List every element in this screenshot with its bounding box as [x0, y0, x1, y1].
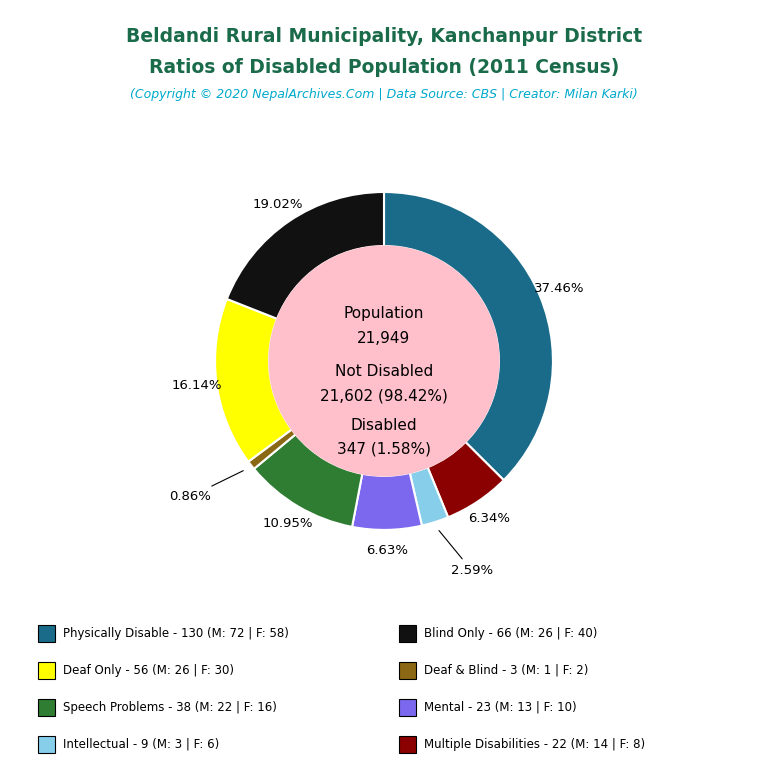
Text: Blind Only - 66 (M: 26 | F: 40): Blind Only - 66 (M: 26 | F: 40) — [424, 627, 598, 640]
Text: 21,949: 21,949 — [357, 332, 411, 346]
Text: Speech Problems - 38 (M: 22 | F: 16): Speech Problems - 38 (M: 22 | F: 16) — [63, 701, 276, 713]
Text: (Copyright © 2020 NepalArchives.Com | Data Source: CBS | Creator: Milan Karki): (Copyright © 2020 NepalArchives.Com | Da… — [130, 88, 638, 101]
Text: 347 (1.58%): 347 (1.58%) — [337, 442, 431, 456]
Text: Ratios of Disabled Population (2011 Census): Ratios of Disabled Population (2011 Cens… — [149, 58, 619, 77]
Text: Deaf & Blind - 3 (M: 1 | F: 2): Deaf & Blind - 3 (M: 1 | F: 2) — [424, 664, 588, 677]
Text: Beldandi Rural Municipality, Kanchanpur District: Beldandi Rural Municipality, Kanchanpur … — [126, 27, 642, 46]
Text: Physically Disable - 130 (M: 72 | F: 58): Physically Disable - 130 (M: 72 | F: 58) — [63, 627, 289, 640]
Wedge shape — [384, 192, 553, 480]
Text: Disabled: Disabled — [351, 418, 417, 432]
Wedge shape — [428, 442, 504, 518]
Text: Mental - 23 (M: 13 | F: 10): Mental - 23 (M: 13 | F: 10) — [424, 701, 577, 713]
Text: 6.34%: 6.34% — [468, 511, 510, 525]
Text: Intellectual - 9 (M: 3 | F: 6): Intellectual - 9 (M: 3 | F: 6) — [63, 738, 219, 750]
Text: 2.59%: 2.59% — [439, 531, 493, 577]
Text: 19.02%: 19.02% — [252, 198, 303, 211]
Wedge shape — [410, 467, 448, 525]
Text: Multiple Disabilities - 22 (M: 14 | F: 8): Multiple Disabilities - 22 (M: 14 | F: 8… — [424, 738, 645, 750]
Wedge shape — [352, 473, 422, 530]
Text: Deaf Only - 56 (M: 26 | F: 30): Deaf Only - 56 (M: 26 | F: 30) — [63, 664, 234, 677]
Text: 10.95%: 10.95% — [263, 518, 313, 531]
Wedge shape — [215, 299, 292, 462]
Text: Population: Population — [344, 306, 424, 321]
Text: 21,602 (98.42%): 21,602 (98.42%) — [320, 389, 448, 404]
Wedge shape — [227, 192, 384, 319]
Circle shape — [269, 246, 499, 476]
Wedge shape — [248, 429, 296, 468]
Text: Not Disabled: Not Disabled — [335, 363, 433, 379]
Text: 16.14%: 16.14% — [171, 379, 222, 392]
Wedge shape — [254, 435, 362, 527]
Text: 0.86%: 0.86% — [169, 471, 243, 503]
Text: 37.46%: 37.46% — [534, 282, 584, 295]
Text: 6.63%: 6.63% — [366, 544, 409, 557]
